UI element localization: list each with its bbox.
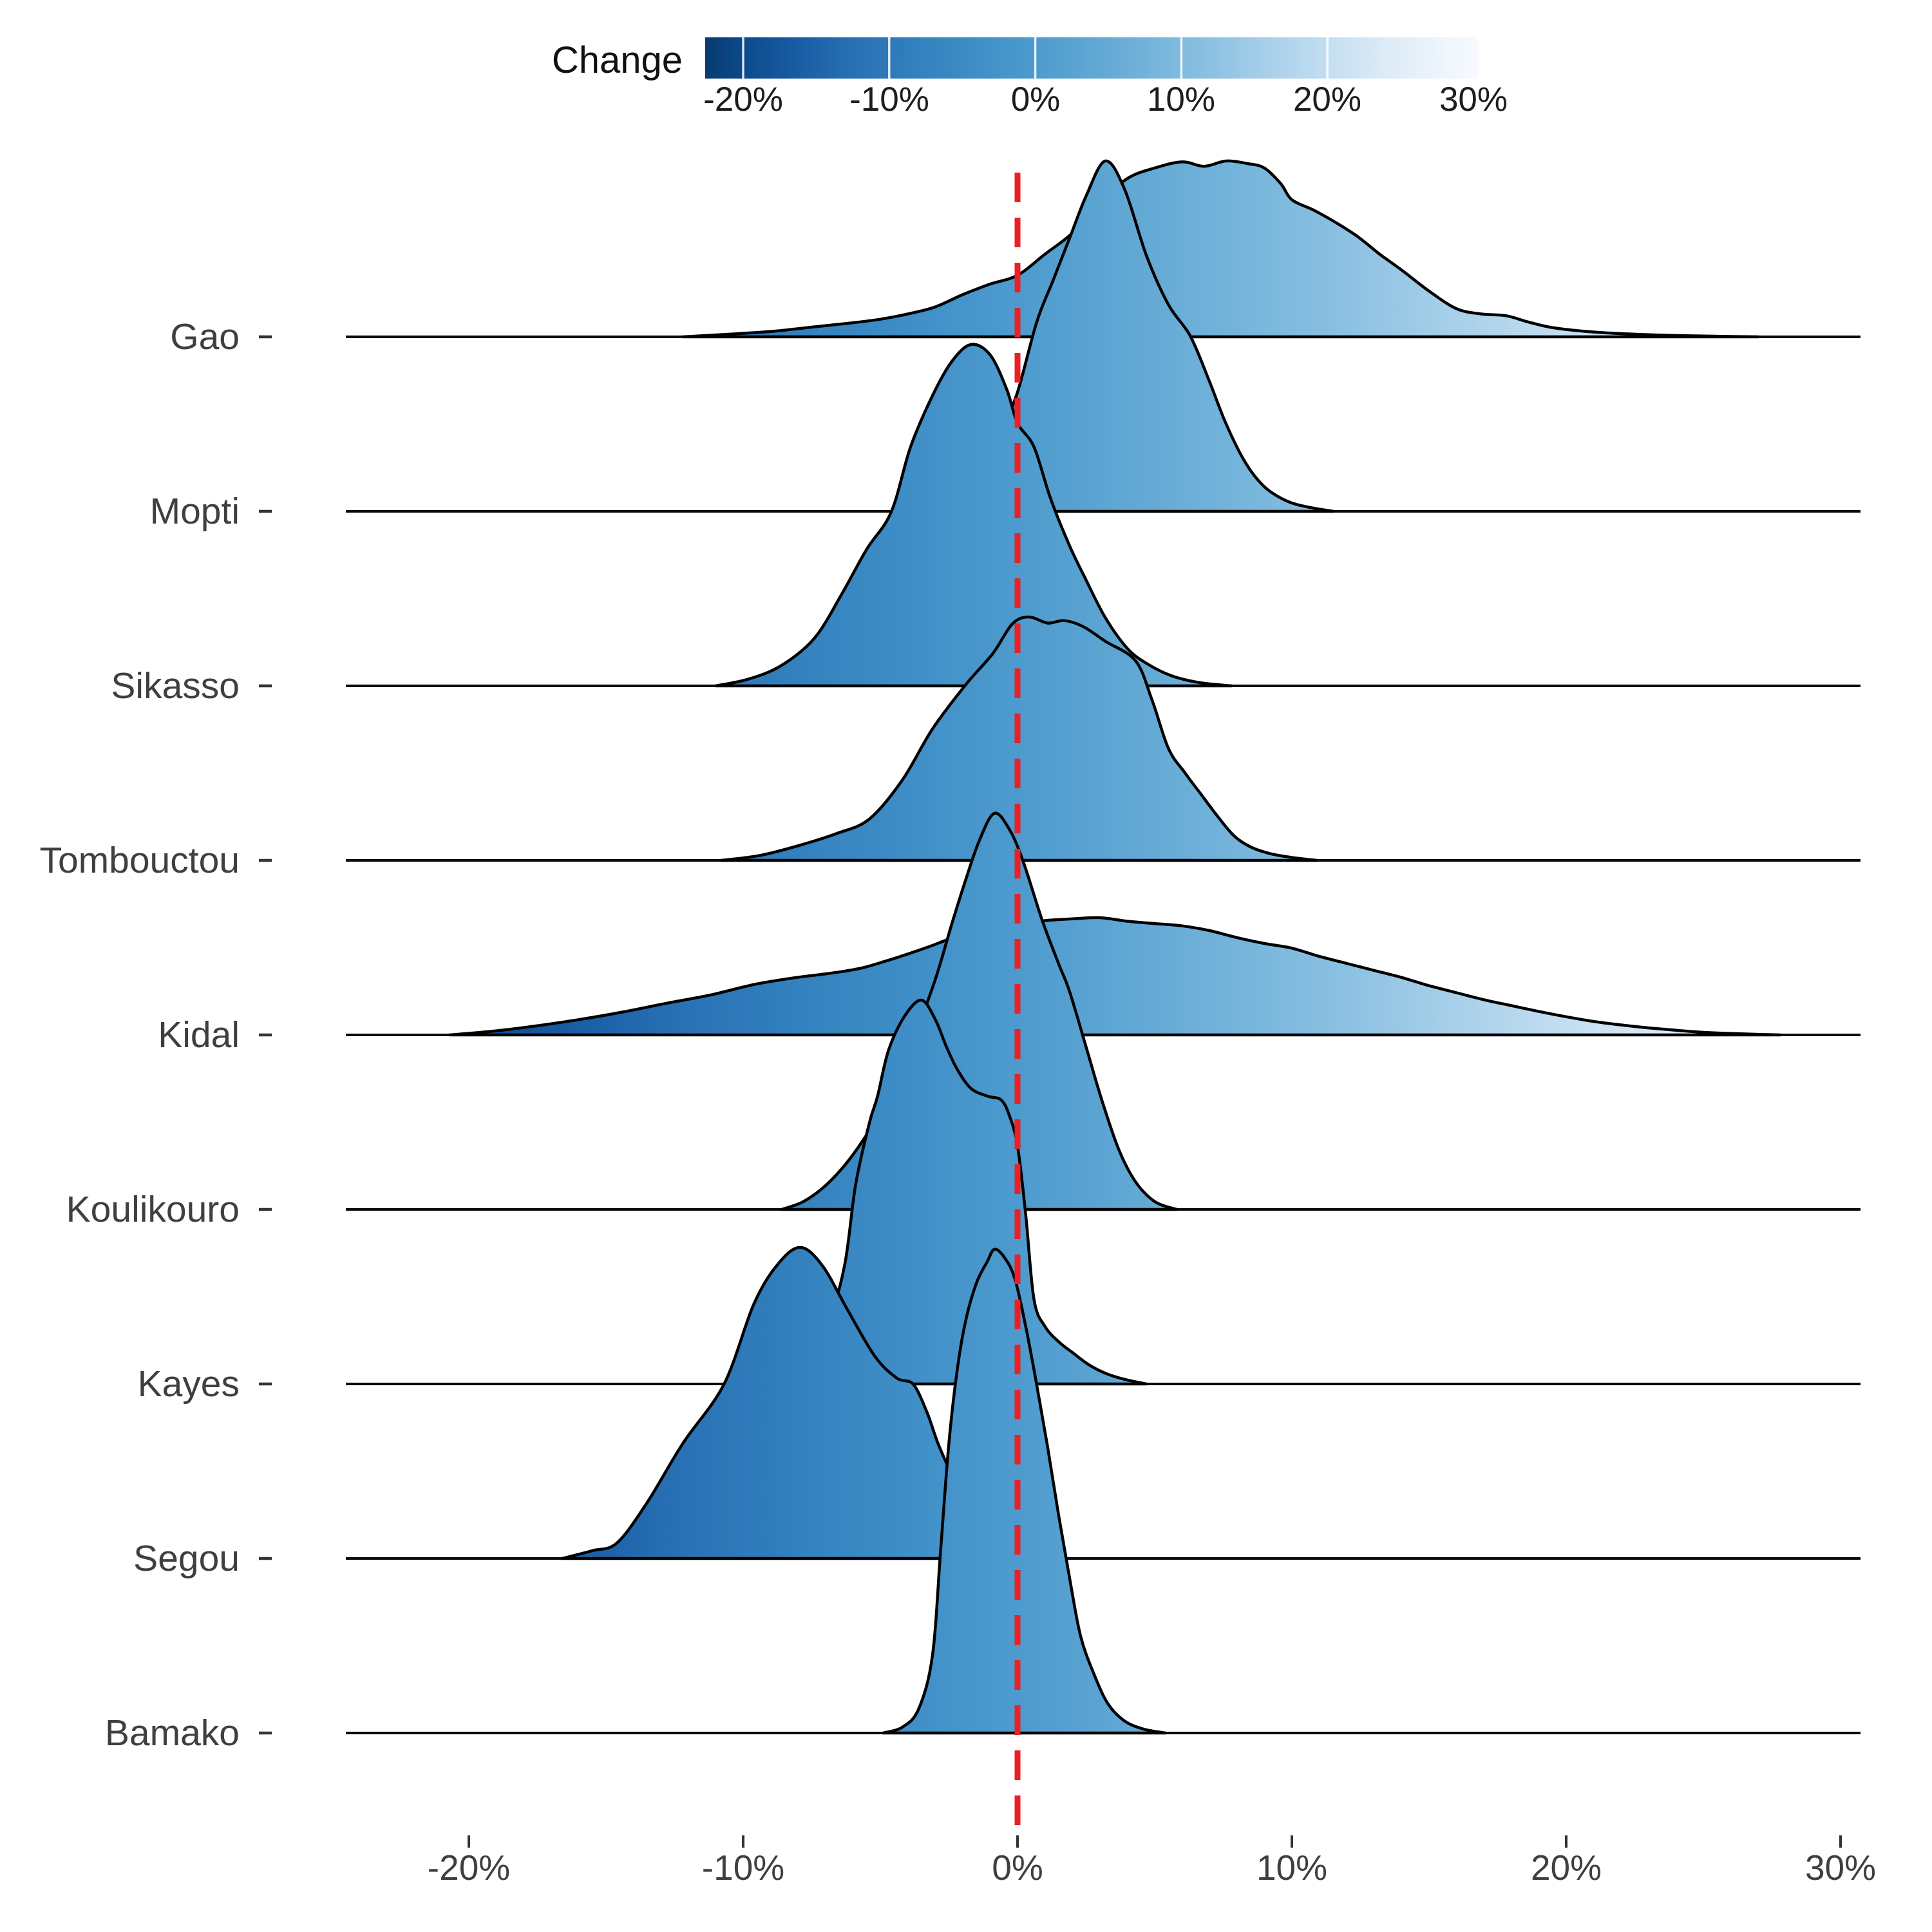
density-curve-kidal <box>448 916 1782 1037</box>
y-axis-label-kayes: Kayes <box>137 1363 240 1405</box>
ridge-row-koulikouro <box>259 811 1861 1211</box>
ridge-row-tombouctou <box>259 615 1861 862</box>
x-axis-tick-label: 20% <box>1530 1848 1602 1888</box>
legend-tick-label: 10% <box>1146 80 1216 118</box>
x-axis-tick-label: -10% <box>701 1848 785 1888</box>
y-axis-label-tombouctou: Tombouctou <box>39 840 240 881</box>
y-axis-label-segou: Segou <box>133 1538 240 1579</box>
x-axis-tick-label: 10% <box>1256 1848 1328 1888</box>
legend-tick-label: 30% <box>1439 80 1508 118</box>
ridge-row-kayes <box>259 998 1861 1386</box>
legend-tick-label: 0% <box>1010 80 1061 118</box>
legend-title: Change <box>551 39 683 81</box>
legend-tick-label: -10% <box>849 80 929 118</box>
y-axis-label-gao: Gao <box>170 316 240 357</box>
y-axis-label-koulikouro: Koulikouro <box>66 1189 240 1230</box>
ridge-row-kidal <box>259 916 1861 1037</box>
density-curve-sikasso <box>714 343 1233 688</box>
ridge-row-segou <box>259 1245 1861 1560</box>
density-curve-kayes <box>763 998 1148 1386</box>
x-axis-tick-label: -20% <box>427 1848 511 1888</box>
x-axis-ticks <box>468 1835 1842 1848</box>
ridge-row-bamako <box>259 1247 1861 1735</box>
legend-tick-label: -20% <box>703 80 783 118</box>
x-axis-tick-label: 0% <box>992 1848 1043 1888</box>
density-curve-bamako <box>882 1247 1168 1735</box>
x-axis-tick-label: 30% <box>1804 1848 1877 1888</box>
y-axis-label-bamako: Bamako <box>104 1712 240 1754</box>
legend-colorbar <box>705 37 1478 79</box>
y-axis-label-sikasso: Sikasso <box>111 665 240 706</box>
y-axis-label-mopti: Mopti <box>149 491 240 532</box>
legend-tick-label: 20% <box>1293 80 1362 118</box>
density-curve-gao <box>681 159 1760 339</box>
y-axis-label-kidal: Kidal <box>158 1014 240 1056</box>
